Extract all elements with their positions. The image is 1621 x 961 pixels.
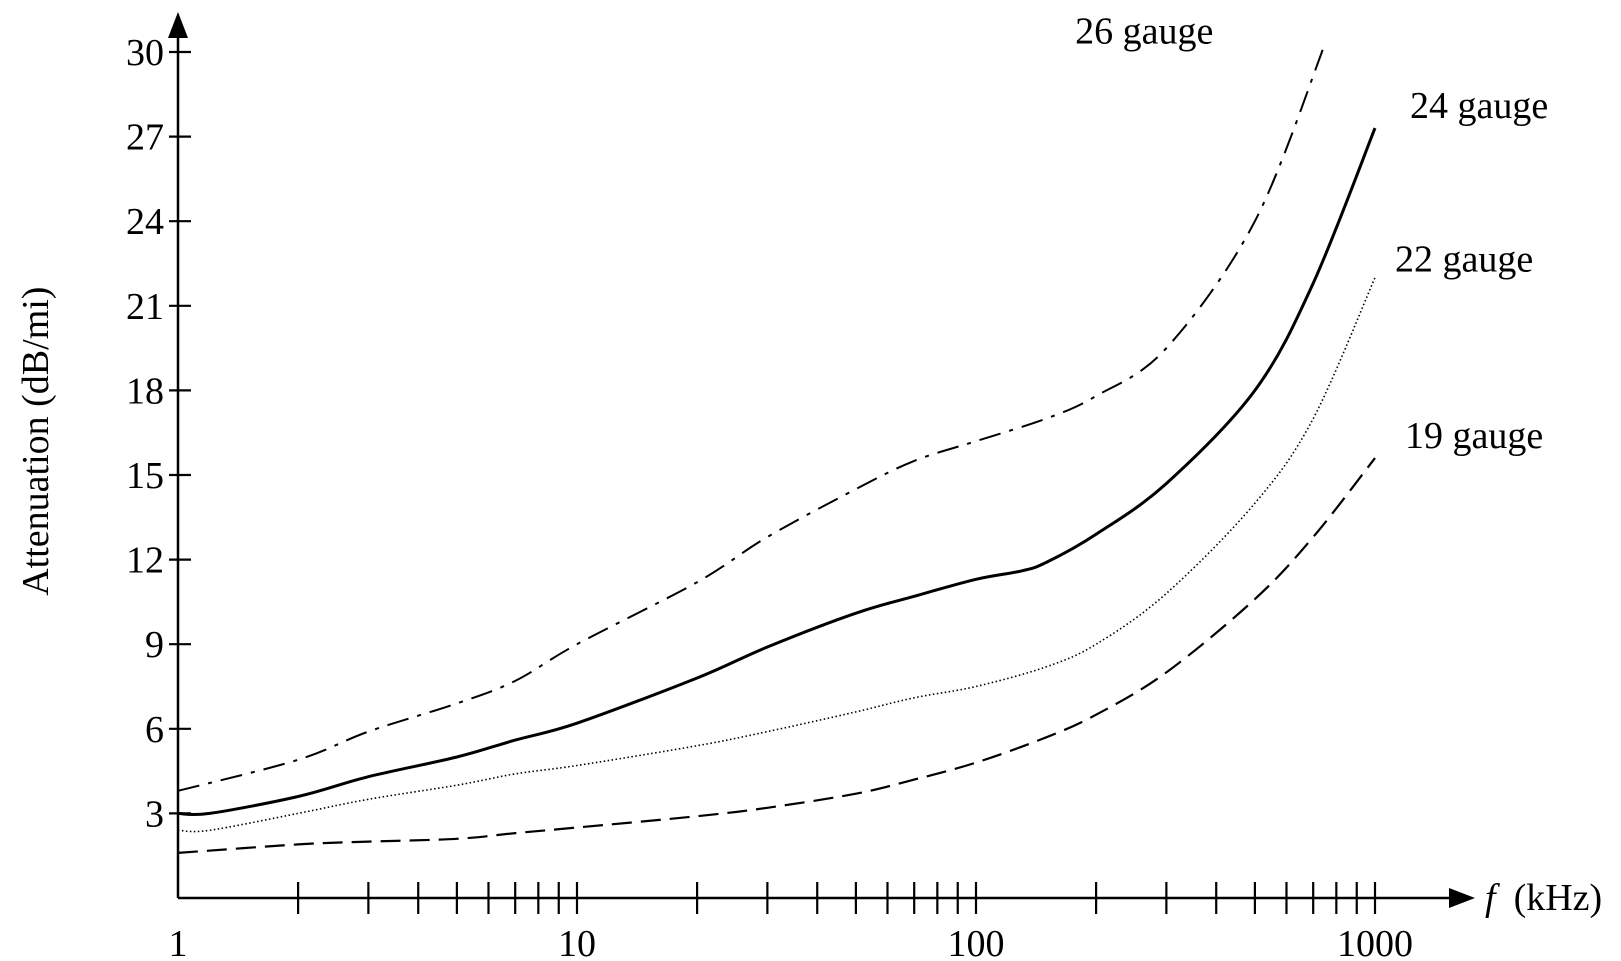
- axes: [168, 12, 1475, 908]
- series-layer: [177, 43, 1377, 854]
- series-label: 22 gauge: [1395, 239, 1533, 281]
- series-line-19-gauge: [177, 457, 1376, 854]
- ticks: [169, 50, 1377, 914]
- series-line-22-gauge: [177, 277, 1376, 833]
- y-tick-label: 24: [126, 201, 164, 243]
- x-tick-label: 1: [169, 923, 188, 961]
- series-line-24-gauge: [177, 127, 1377, 817]
- y-tick-label: 30: [126, 32, 164, 74]
- y-tick-label: 27: [126, 117, 164, 159]
- y-tick-label: 21: [126, 286, 164, 328]
- y-axis-arrow: [168, 12, 188, 38]
- y-tick-label: 6: [145, 709, 164, 751]
- y-tick-label: 12: [126, 540, 164, 582]
- series-label: 19 gauge: [1405, 415, 1543, 457]
- labels: 1 10 100 1000 3 6 9 12 15 18 21 24 27 30 Attenuation (…: [15, 11, 1602, 961]
- series-label: 24 gauge: [1410, 85, 1548, 127]
- series-line-26-gauge: [177, 43, 1327, 792]
- y-tick-label: 3: [145, 793, 164, 835]
- x-tick-label: 100: [948, 923, 1005, 961]
- x-tick-label: 1000: [1337, 923, 1413, 961]
- y-tick-label: 18: [126, 370, 164, 412]
- series-label: 26 gauge: [1075, 11, 1213, 53]
- y-axis-title: Attenuation (dB/mi): [15, 287, 57, 596]
- y-tick-label: 9: [145, 624, 164, 666]
- x-axis-title: f (kHz): [1485, 877, 1602, 919]
- x-axis-arrow: [1449, 888, 1475, 908]
- x-tick-label: 10: [558, 923, 596, 961]
- y-tick-label: 15: [126, 455, 164, 497]
